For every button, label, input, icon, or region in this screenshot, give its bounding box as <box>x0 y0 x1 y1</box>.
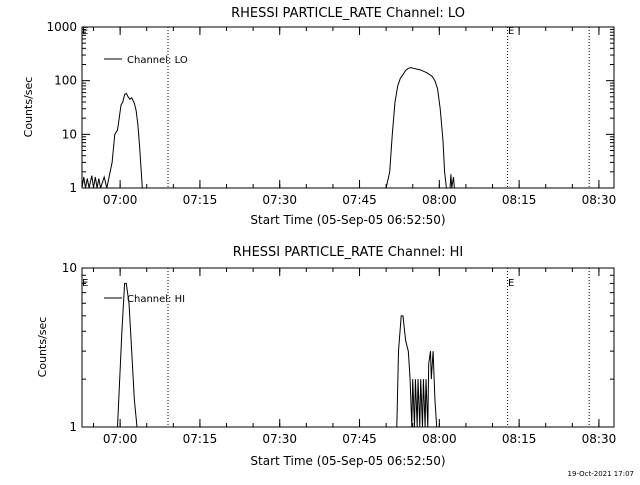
y-axis-label-lo: Counts/sec <box>22 77 35 138</box>
y-tick-label: 10 <box>62 127 77 141</box>
plot-frame <box>81 26 615 189</box>
ticks-lo: 07:00 07:15 07:30 07:45 08:00 08:15 08:30 1 10 10… <box>46 20 616 207</box>
series-line <box>81 92 143 189</box>
legend-label-hi: Channel: HI <box>127 294 185 305</box>
x-axis-label-lo: Start Time (05-Sep-05 06:52:50) <box>250 213 445 227</box>
chart-title-hi: RHESSI PARTICLE_RATE Channel: HI <box>233 245 463 260</box>
x-tick-label: 07:00 <box>103 432 138 446</box>
annotation-e-right-hi: E <box>508 278 514 289</box>
x-tick-label: 08:15 <box>502 432 537 446</box>
series-line <box>385 67 455 189</box>
x-tick-label: 07:45 <box>342 193 377 207</box>
vertical-markers-hi <box>167 268 590 427</box>
annotation-e-right-lo: E <box>508 26 514 37</box>
y-axis-label-hi: Counts/sec <box>36 317 49 378</box>
annotation-e-left-hi: E <box>82 278 88 289</box>
plot-frame-lo <box>81 26 615 189</box>
traces-hi <box>117 282 438 428</box>
x-tick-label: 08:30 <box>582 432 617 446</box>
x-tick-label: 08:00 <box>422 193 457 207</box>
x-axis-label-hi: Start Time (05-Sep-05 06:52:50) <box>250 454 445 468</box>
x-tick-label: 07:15 <box>183 432 218 446</box>
y-tick-label: 1 <box>69 420 77 434</box>
x-tick-label: 08:30 <box>582 193 617 207</box>
x-tick-label: 07:30 <box>262 432 297 446</box>
legend-label-lo: Channel: LO <box>127 55 188 66</box>
y-tick-label: 1 <box>69 181 77 195</box>
chart-title-lo: RHESSI PARTICLE_RATE Channel: LO <box>231 6 465 21</box>
series-line <box>117 282 438 428</box>
panel-hi: RHESSI PARTICLE_RATE Channel: HI Counts/… <box>36 245 616 468</box>
plot-frame-hi <box>81 267 615 428</box>
plot-frame <box>81 267 615 428</box>
vertical-markers-lo <box>167 27 590 188</box>
y-tick-label: 10 <box>62 261 77 275</box>
panel-lo: RHESSI PARTICLE_RATE Channel: LO Counts/… <box>22 6 616 227</box>
ticks-hi: 07:00 07:15 07:30 07:45 08:00 08:15 08:30 1 10 <box>62 261 617 446</box>
x-tick-label: 07:15 <box>183 193 218 207</box>
legend-hi: Channel: HI <box>104 294 185 305</box>
traces-lo <box>81 67 455 189</box>
y-tick-label: 100 <box>54 74 77 88</box>
timestamp-stamp: 19-Oct-2021 17:07 <box>567 470 634 478</box>
y-tick-label: 1000 <box>46 20 77 34</box>
x-tick-label: 07:00 <box>103 193 138 207</box>
x-tick-label: 07:30 <box>262 193 297 207</box>
x-tick-label: 08:15 <box>502 193 537 207</box>
annotation-e-left-lo: E <box>82 26 88 37</box>
x-tick-label: 08:00 <box>422 432 457 446</box>
x-tick-label: 07:45 <box>342 432 377 446</box>
legend-lo: Channel: LO <box>104 55 188 66</box>
